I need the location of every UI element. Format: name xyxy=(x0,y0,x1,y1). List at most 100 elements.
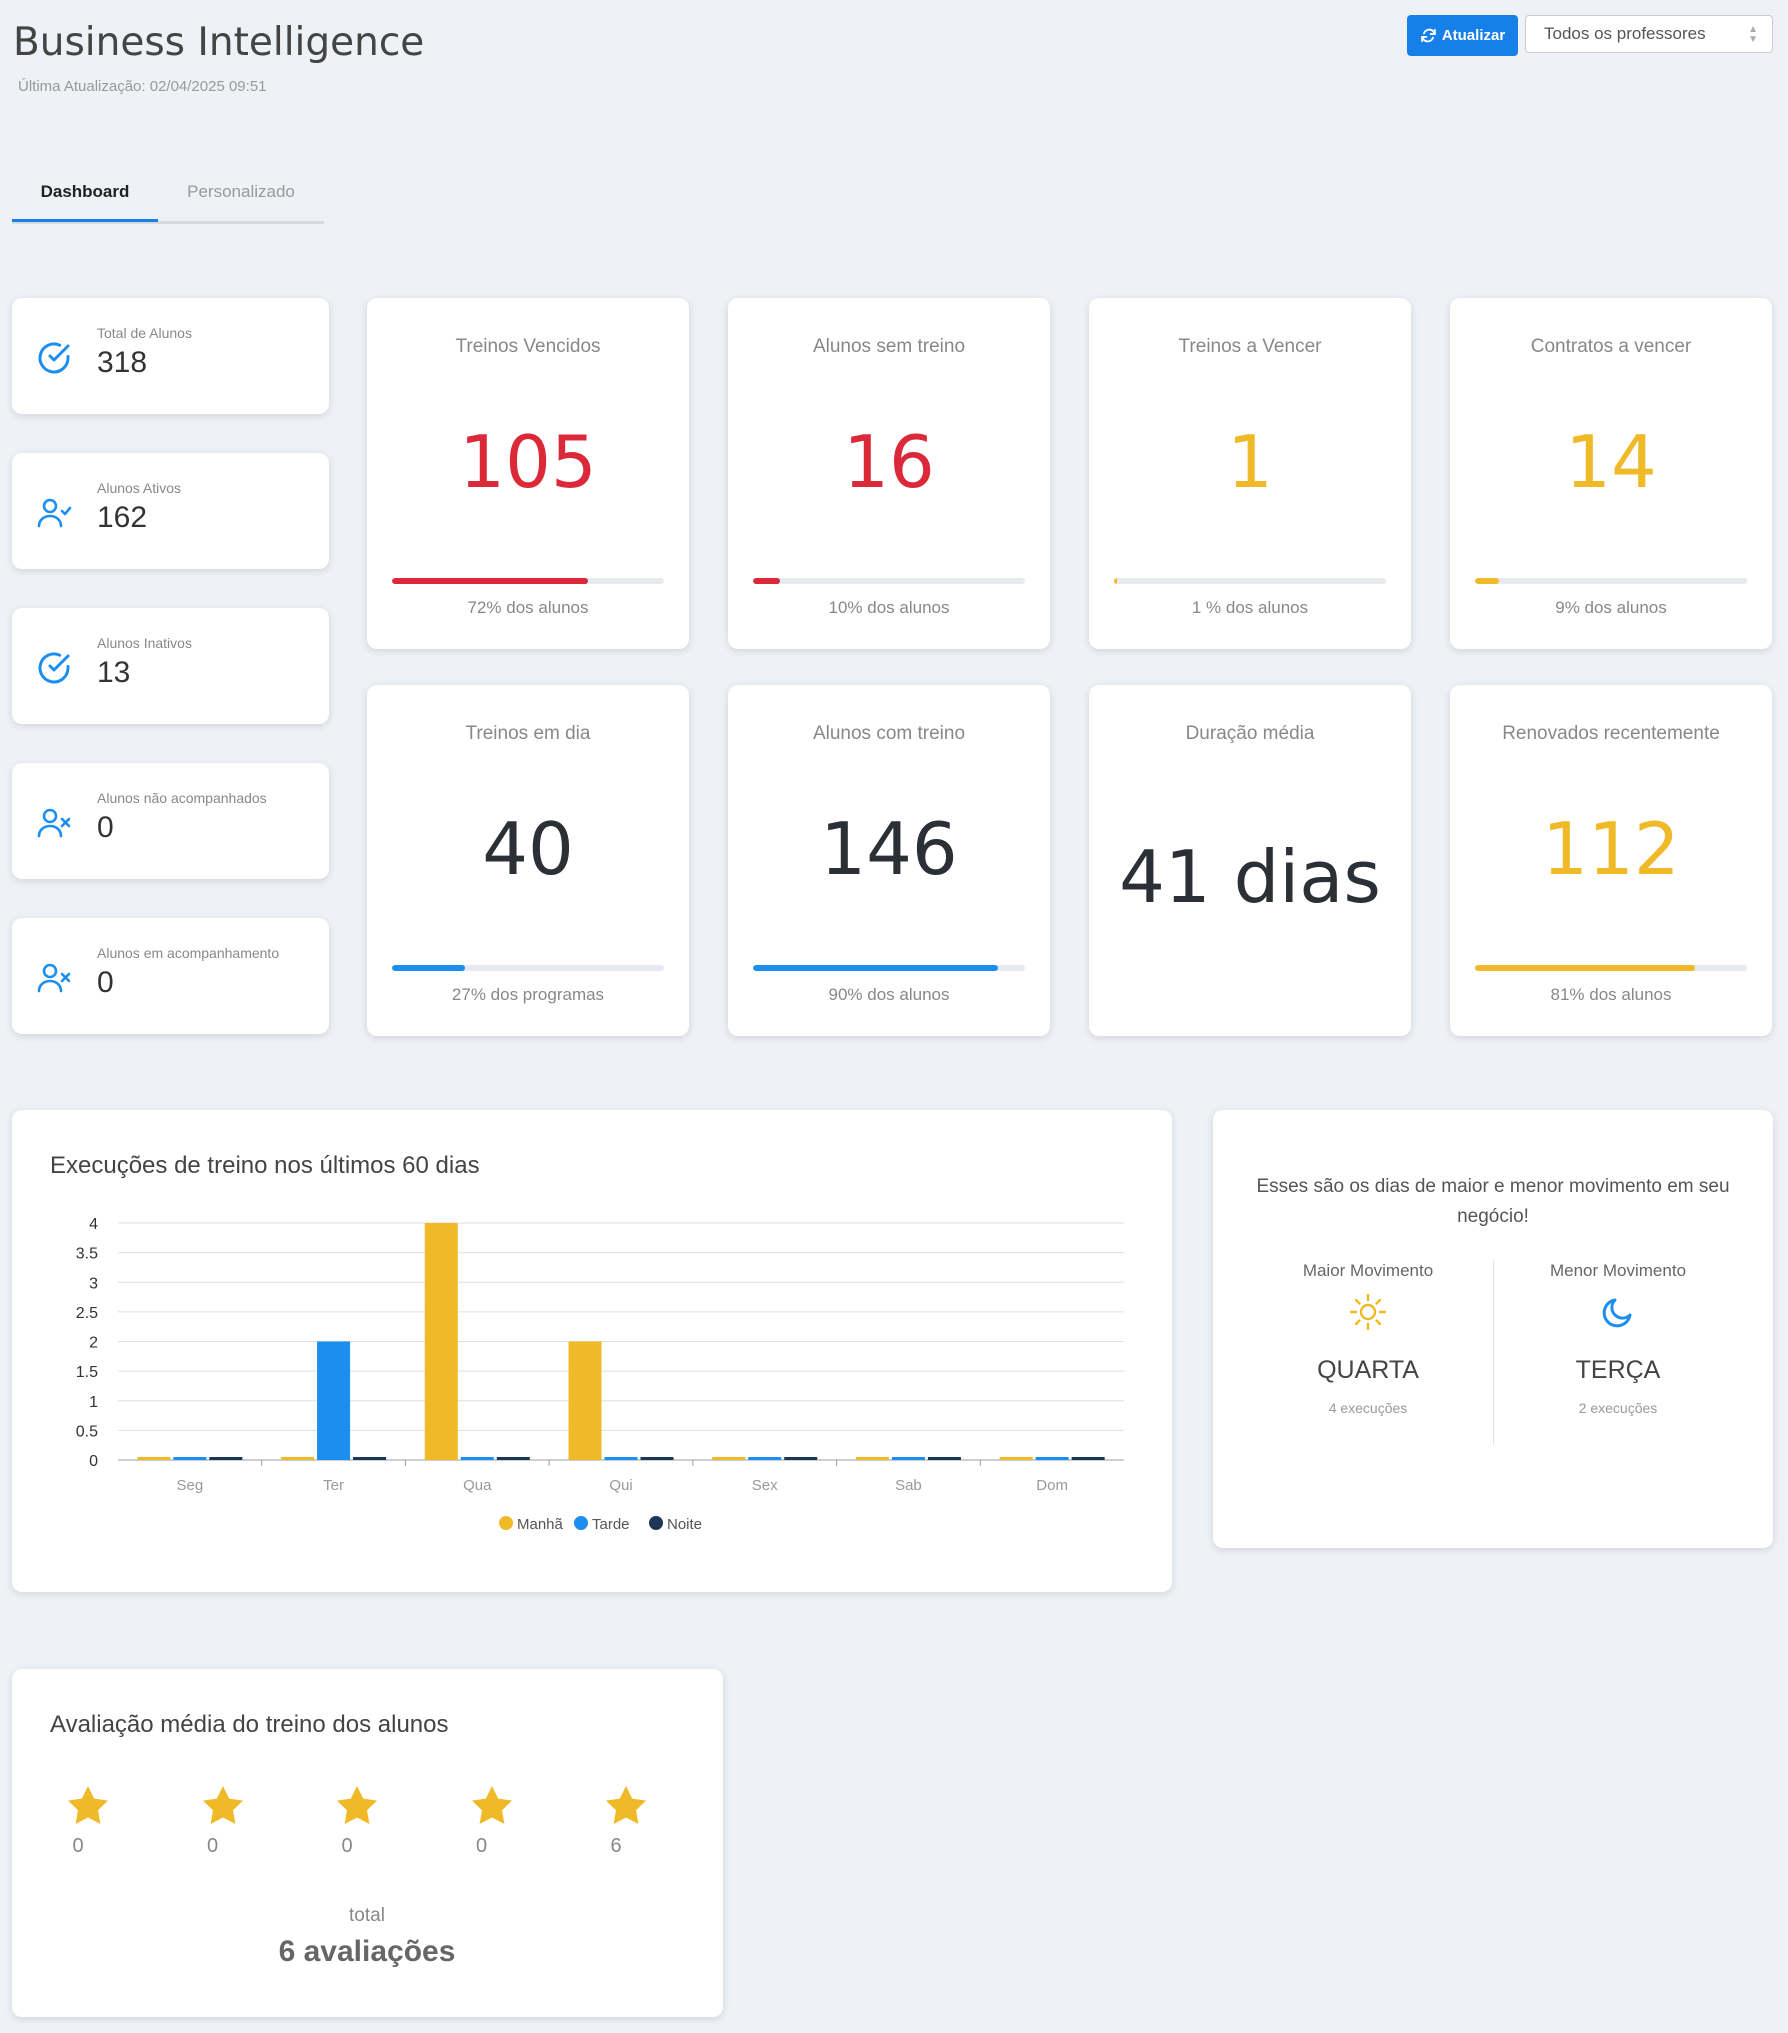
x-tick-label: Sab xyxy=(895,1477,922,1494)
bar-qui-2 xyxy=(640,1457,674,1460)
stat-card-avg-duration[interactable]: Duração média 41 dias xyxy=(1089,685,1411,1036)
star-icon xyxy=(337,1786,377,1824)
summary-label: Alunos Inativos xyxy=(97,635,192,651)
movement-intro: Esses são os dias de maior e menor movim… xyxy=(1256,1176,1730,1227)
stat-value: 146 xyxy=(820,807,958,891)
stat-value: 14 xyxy=(1565,420,1657,504)
progress-fill xyxy=(753,965,998,971)
stat-percent: 9% dos alunos xyxy=(1555,598,1667,617)
summary-value: 0 xyxy=(97,811,114,844)
star-count: 0 xyxy=(341,1835,353,1857)
progress-bar xyxy=(392,578,664,584)
max-movement-label: Maior Movimento xyxy=(1302,1261,1434,1280)
total-value: 6 avaliações xyxy=(278,1935,456,1968)
progress-fill xyxy=(1475,965,1696,971)
stat-title: Alunos com treino xyxy=(812,723,966,744)
refresh-icon xyxy=(1421,28,1436,43)
star-rating-2: 0 xyxy=(199,1783,247,1857)
x-tick-label: Qua xyxy=(463,1477,492,1494)
progress-fill xyxy=(1114,578,1117,584)
stat-card-expiring[interactable]: Treinos a Vencer 1 1 % dos alunos xyxy=(1089,298,1411,649)
moon-icon xyxy=(1602,1298,1632,1328)
progress-bar xyxy=(1475,578,1747,584)
bar-dom-2 xyxy=(1071,1457,1105,1460)
star-rating-4: 0 xyxy=(468,1783,516,1857)
x-tick-label: Ter xyxy=(323,1477,344,1494)
progress-fill xyxy=(392,965,466,971)
tab-bar: Dashboard Personalizado xyxy=(12,168,324,224)
star-icon xyxy=(606,1786,646,1824)
summary-card-unmonitored[interactable]: Alunos não acompanhados 0 xyxy=(12,763,329,879)
bar-dom-1 xyxy=(1035,1457,1069,1460)
bar-qua-0 xyxy=(424,1223,458,1460)
movement-card: Esses são os dias de maior e menor movim… xyxy=(1213,1110,1773,1548)
stat-value: 40 xyxy=(482,807,574,891)
bar-dom-0 xyxy=(999,1457,1033,1460)
tab-active-indicator xyxy=(12,219,158,222)
bar-ter-2 xyxy=(353,1457,387,1460)
summary-value: 162 xyxy=(97,501,148,534)
bar-qui-1 xyxy=(604,1457,638,1460)
refresh-button[interactable]: Atualizar xyxy=(1407,15,1518,56)
stat-value: 112 xyxy=(1542,807,1680,891)
summary-card-active[interactable]: Alunos Ativos 162 xyxy=(12,453,329,569)
summary-card-total[interactable]: Total de Alunos 318 xyxy=(12,298,329,414)
last-update-text: Última Atualização: 02/04/2025 09:51 xyxy=(18,78,267,95)
user-x-icon xyxy=(37,808,71,838)
bar-sex-0 xyxy=(712,1457,746,1460)
x-tick-label: Sex xyxy=(752,1477,778,1494)
evaluation-title: Avaliação média do treino dos alunos xyxy=(50,1711,449,1738)
y-tick-label: 2 xyxy=(89,1335,98,1352)
min-movement-label: Menor Movimento xyxy=(1549,1261,1687,1280)
stat-percent: 27% dos programas xyxy=(451,985,605,1004)
star-icon xyxy=(68,1786,108,1824)
progress-fill xyxy=(753,578,781,584)
summary-card-monitored[interactable]: Alunos em acompanhamento 0 xyxy=(12,918,329,1034)
executions-bar-chart: 0 0.5 1 1.5 2 2.5 3 3.5 4 Seg Ter Qua Qui Sex Sab Dom Ma… xyxy=(76,1216,1124,1533)
x-tick-label: Seg xyxy=(177,1477,204,1494)
stat-card-no-workout[interactable]: Alunos sem treino 16 10% dos alunos xyxy=(728,298,1050,649)
teacher-select[interactable]: Todos os professores ▲ ▼ xyxy=(1525,15,1773,53)
stat-card-contracts[interactable]: Contratos a vencer 14 9% dos alunos xyxy=(1450,298,1772,649)
chart-title: Execuções de treino nos últimos 60 dias xyxy=(50,1152,480,1179)
stat-value: 1 xyxy=(1227,420,1273,504)
stat-title: Treinos a Vencer xyxy=(1178,336,1322,357)
star-count: 0 xyxy=(475,1835,488,1857)
tab-dashboard[interactable]: Dashboard xyxy=(40,182,130,201)
stat-card-renewed[interactable]: Renovados recentemente 112 81% dos aluno… xyxy=(1450,685,1772,1036)
stat-value: 105 xyxy=(459,420,597,504)
summary-card-inactive[interactable]: Alunos Inativos 13 xyxy=(12,608,329,724)
legend-marker xyxy=(499,1516,513,1530)
sun-icon xyxy=(1349,1293,1387,1331)
stat-title: Treinos em dia xyxy=(465,723,591,744)
stat-percent: 1 % dos alunos xyxy=(1191,598,1309,617)
tab-personalizado[interactable]: Personalizado xyxy=(187,182,295,201)
summary-label: Alunos em acompanhamento xyxy=(97,945,280,961)
progress-bar xyxy=(753,578,1025,584)
bar-ter-1 xyxy=(317,1341,351,1460)
summary-value: 0 xyxy=(97,966,114,999)
progress-bar xyxy=(1475,965,1747,971)
evaluation-card: Avaliação média do treino dos alunos 0 0 0… xyxy=(12,1669,723,2017)
bar-seg-0 xyxy=(137,1457,171,1460)
progress-bar xyxy=(1114,578,1386,584)
total-label: total xyxy=(349,1905,385,1926)
stat-card-expired[interactable]: Treinos Vencidos 105 72% dos alunos xyxy=(367,298,689,649)
summary-label: Alunos Ativos xyxy=(97,480,182,496)
star-count: 0 xyxy=(72,1835,84,1857)
sort-arrows-icon: ▲ ▼ xyxy=(1748,24,1758,45)
bar-ter-0 xyxy=(281,1457,315,1460)
y-tick-label: 0.5 xyxy=(76,1423,98,1440)
stat-card-with-workout[interactable]: Alunos com treino 146 90% dos alunos xyxy=(728,685,1050,1036)
page-title: Business Intelligence xyxy=(13,20,425,65)
stat-title: Renovados recentemente xyxy=(1502,723,1720,744)
y-tick-label: 2.5 xyxy=(76,1305,98,1322)
stat-card-on-time[interactable]: Treinos em dia 40 27% dos programas xyxy=(367,685,689,1036)
bar-sex-2 xyxy=(784,1457,818,1460)
y-tick-label: 4 xyxy=(89,1216,98,1233)
bar-sab-0 xyxy=(855,1457,889,1460)
stat-percent: 90% dos alunos xyxy=(828,985,950,1004)
summary-value: 13 xyxy=(97,656,131,689)
refresh-label: Atualizar xyxy=(1441,27,1506,44)
stat-title: Duração média xyxy=(1185,723,1315,744)
